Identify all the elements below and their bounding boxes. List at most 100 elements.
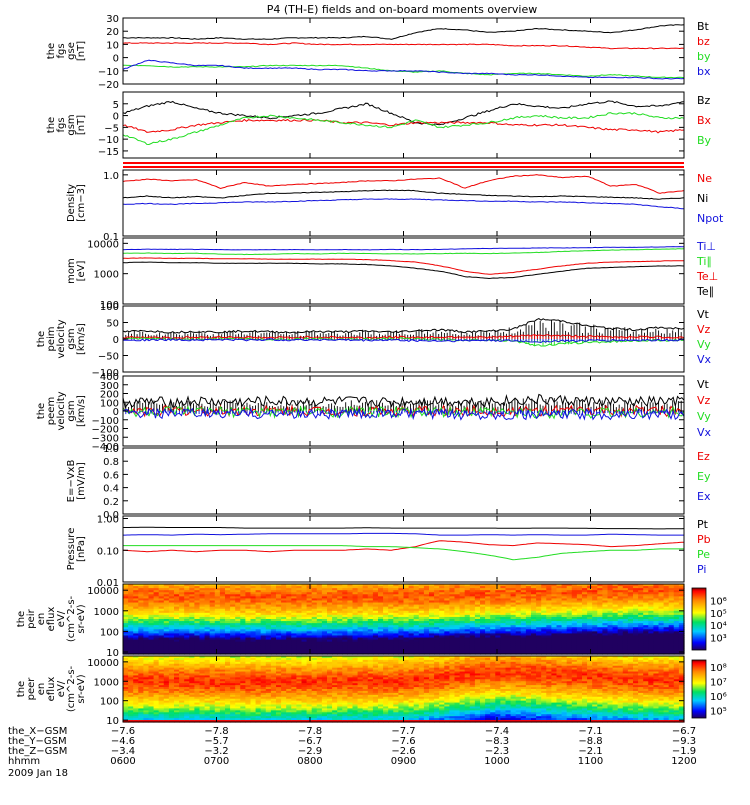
y-axis-label-line: [nT]: [76, 41, 87, 61]
y-tick-label: 0.2: [103, 497, 119, 508]
y-axis-label-line: [nPa]: [76, 536, 87, 562]
legend-entry: Bt: [697, 20, 710, 33]
colorbar-tick-label: 10⁵: [710, 609, 727, 620]
legend-entry: bx: [697, 65, 711, 78]
y-axis-label-line: sr-eV): [76, 604, 87, 633]
legend-entry: Ti∥: [696, 255, 712, 268]
y-axis-label-line: [mV/m]: [76, 462, 87, 500]
y-axis-label-line: [eV]: [76, 261, 87, 282]
legend-entry: By: [697, 134, 712, 147]
y-tick-label: −50: [98, 352, 119, 363]
y-tick-label: 0.4: [103, 484, 119, 495]
y-axis-label-line: [nT]: [76, 115, 87, 135]
legend-entry: Pe: [697, 548, 710, 561]
series-line-3: [123, 65, 684, 78]
y-tick-label: 10: [106, 40, 119, 51]
y-tick-label: 1000: [94, 607, 119, 618]
legend-entry: Vt: [697, 378, 710, 391]
y-tick-label: 5: [113, 100, 119, 111]
series-line-3: [123, 546, 684, 560]
flag-bar-lower: [123, 166, 684, 168]
y-tick-label: 1.0: [103, 171, 119, 182]
y-tick-label: 0.8: [103, 457, 119, 468]
colorbar: [692, 588, 706, 650]
series-line-1: [123, 527, 684, 529]
page-title: P4 (TH-E) fields and on-board moments ov…: [267, 3, 538, 16]
y-tick-label: 50: [106, 319, 119, 330]
y-tick-label: 1.00: [97, 515, 119, 526]
series-line-4: [123, 533, 684, 535]
y-tick-label: 0.6: [103, 470, 119, 481]
series-line-2: [123, 190, 684, 199]
y-tick-label: 10000: [87, 586, 119, 597]
legend-entry: Vx: [697, 353, 712, 366]
series-line-2: [123, 43, 684, 49]
y-tick-label: −15: [98, 147, 119, 158]
y-tick-label: 30: [106, 14, 119, 25]
series-line-4: [123, 60, 684, 79]
y-tick-label: 1000: [94, 270, 119, 281]
series-line-3: [123, 199, 684, 209]
series-line-1: [123, 319, 684, 334]
y-axis-label-line: [km/s]: [76, 395, 87, 427]
panel-frame: [123, 516, 684, 582]
y-tick-label: 0: [113, 54, 119, 65]
y-tick-label: −20: [98, 80, 119, 91]
legend-entry: Te⊥: [696, 270, 718, 283]
series-line-1: [123, 247, 684, 250]
legend-entry: Vz: [697, 394, 711, 407]
legend-entry: Pi: [697, 563, 706, 576]
legend-entry: Bz: [697, 94, 711, 107]
y-tick-label: −5: [104, 123, 119, 134]
legend-entry: Npot: [697, 212, 724, 225]
panel-frame: [123, 92, 684, 158]
y-tick-label: 0: [113, 112, 119, 123]
colorbar-tick-label: 10³: [710, 634, 727, 645]
legend-entry: Ti⊥: [696, 240, 716, 253]
series-line-4: [123, 262, 684, 278]
legend-entry: Ni: [697, 192, 708, 205]
legend-entry: Pb: [697, 533, 711, 546]
colorbar-tick-label: 10⁶: [710, 596, 727, 607]
y-tick-label: 0.10: [97, 546, 119, 557]
y-tick-label: 1.0: [103, 444, 119, 455]
series-line-1: [123, 101, 684, 125]
legend-entry: Bx: [697, 114, 712, 127]
legend-entry: Vt: [697, 308, 710, 321]
legend-entry: Ne: [697, 172, 712, 185]
date-label: 2009 Jan 18: [8, 768, 68, 779]
panel-frame: [123, 448, 684, 514]
flag-bar-upper: [123, 162, 684, 164]
legend-entry: Ey: [697, 470, 711, 483]
y-tick-label: 100: [100, 302, 119, 313]
series-line-2: [123, 541, 684, 552]
legend-entry: by: [697, 50, 711, 63]
colorbar-tick-label: 10⁴: [710, 621, 727, 632]
legend-entry: bz: [697, 35, 710, 48]
legend-entry: Pt: [697, 518, 709, 531]
y-tick-label: 100: [100, 627, 119, 638]
legend-entry: Vy: [697, 410, 711, 423]
y-tick-label: 0: [113, 335, 119, 346]
y-tick-label: −10: [98, 135, 119, 146]
legend-entry: Ex: [697, 490, 711, 503]
y-tick-label: −10: [98, 67, 119, 78]
legend-entry: Vy: [697, 338, 711, 351]
y-axis-label-line: [km/s]: [76, 323, 87, 355]
series-line-2: [123, 119, 684, 132]
y-tick-label: 10000: [87, 239, 119, 250]
y-axis-label-line: [cm−3]: [76, 184, 87, 222]
series-line-1: [123, 25, 684, 40]
legend-entry: Ez: [697, 450, 710, 463]
